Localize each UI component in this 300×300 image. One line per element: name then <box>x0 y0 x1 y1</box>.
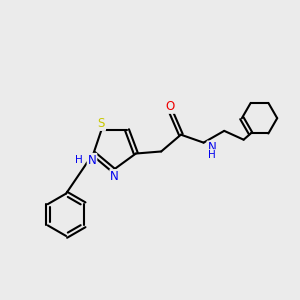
Text: H: H <box>208 150 216 160</box>
Text: S: S <box>98 117 105 130</box>
Text: H: H <box>75 155 82 165</box>
Text: N: N <box>208 141 216 154</box>
Text: O: O <box>165 100 174 113</box>
Text: N: N <box>88 154 96 167</box>
Text: N: N <box>110 170 119 183</box>
